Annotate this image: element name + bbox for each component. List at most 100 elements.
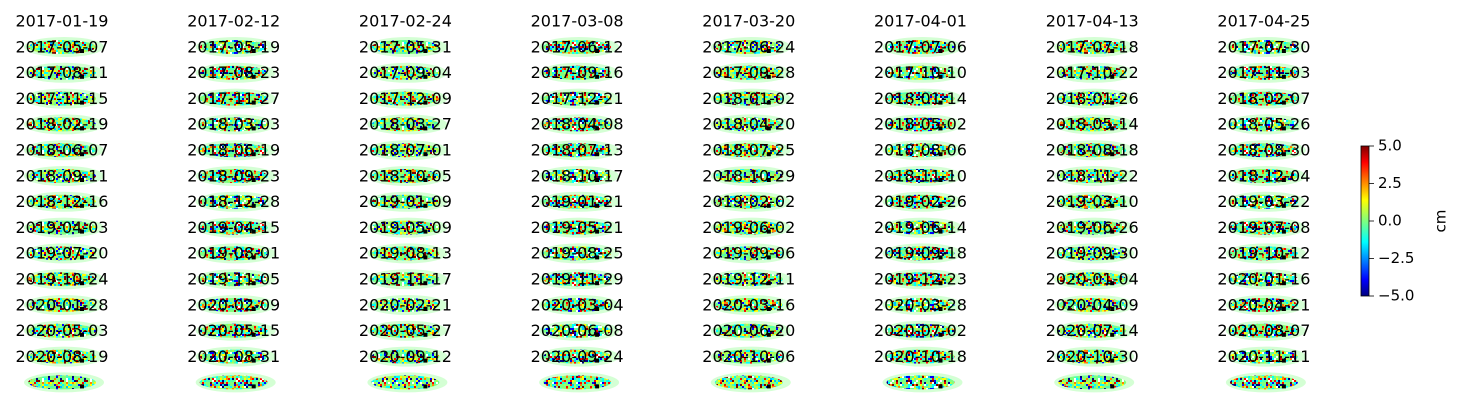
map-marker — [1281, 255, 1286, 260]
panel-title: 2020-08-31 — [187, 347, 280, 366]
map-marker — [938, 255, 943, 260]
map-marker — [595, 307, 600, 311]
map-image — [1229, 349, 1298, 364]
panel-title: 2018-06-07 — [16, 141, 109, 160]
map-marker — [251, 74, 256, 79]
panel-title: 2020-09-24 — [531, 347, 624, 366]
map-marker — [766, 358, 771, 363]
map-image — [371, 169, 440, 183]
colorbar-gradient — [1360, 145, 1370, 297]
map-image — [199, 143, 268, 158]
panel-title: 2020-10-18 — [874, 347, 967, 366]
map-image — [1058, 298, 1127, 312]
map-marker — [938, 203, 943, 208]
map-image — [371, 220, 440, 235]
map-image — [886, 375, 955, 390]
map-marker — [766, 281, 771, 286]
map-marker — [80, 100, 84, 105]
map-marker — [251, 203, 256, 208]
map-image — [1229, 298, 1298, 312]
panel-title: 2019-09-30 — [1046, 244, 1139, 263]
panel-title: 2018-12-16 — [16, 192, 109, 211]
map-image — [371, 375, 440, 390]
panel-title: 2019-03-22 — [1217, 192, 1310, 211]
map-image — [886, 246, 955, 261]
map-marker — [80, 152, 84, 157]
panel-title: 2019-08-01 — [187, 244, 280, 263]
panel-title: 2018-05-02 — [874, 115, 967, 134]
panel-title: 2018-12-28 — [187, 192, 280, 211]
map-marker — [595, 49, 600, 53]
map-marker — [1110, 203, 1115, 208]
panel-title: 2020-07-14 — [1046, 321, 1139, 340]
map-marker — [251, 49, 256, 53]
map-image — [371, 349, 440, 364]
map-marker — [766, 229, 771, 234]
map-marker — [423, 358, 428, 363]
map-image — [714, 169, 783, 183]
map-image — [199, 91, 268, 106]
map-image — [543, 40, 612, 54]
map-marker — [80, 74, 84, 79]
map-marker — [938, 358, 943, 363]
map-marker — [423, 49, 428, 53]
panel-title: 2018-08-06 — [874, 141, 967, 160]
panel-title: 2017-02-24 — [359, 12, 452, 31]
map-image — [714, 375, 783, 390]
panel-title: 2018-08-30 — [1217, 141, 1310, 160]
panel-title: 2020-05-15 — [187, 321, 280, 340]
map-marker — [938, 281, 943, 286]
map-image — [199, 40, 268, 54]
panel-title: 2020-11-11 — [1217, 347, 1310, 366]
panel-title: 2017-07-18 — [1046, 37, 1139, 56]
map-marker — [251, 358, 256, 363]
map-marker — [423, 100, 428, 105]
colorbar-tick-label: 2.5 — [1378, 174, 1402, 192]
map-image — [28, 246, 96, 261]
panel-title: 2018-05-14 — [1046, 115, 1139, 134]
panel-title: 2020-02-09 — [187, 295, 280, 314]
map-image — [371, 246, 440, 261]
panel-title: 2017-08-11 — [16, 63, 109, 82]
map-image — [371, 40, 440, 54]
map-image — [371, 65, 440, 80]
panel-title: 2018-10-17 — [531, 166, 624, 185]
map-marker — [80, 126, 84, 131]
map-marker — [1281, 178, 1286, 182]
map-marker — [423, 203, 428, 208]
map-marker — [80, 281, 84, 286]
map-marker — [1110, 332, 1115, 337]
map-image — [714, 220, 783, 235]
map-marker — [1110, 384, 1115, 389]
map-image — [28, 40, 96, 54]
panel-title: 2019-12-23 — [874, 270, 967, 289]
map-marker — [251, 178, 256, 182]
panel-title: 2020-06-08 — [531, 321, 624, 340]
map-marker — [1281, 358, 1286, 363]
map-image — [1229, 40, 1298, 54]
map-marker — [80, 255, 84, 260]
map-marker — [80, 229, 84, 234]
map-image — [1058, 323, 1127, 338]
panel-title: 2019-12-11 — [702, 270, 795, 289]
panel-title: 2019-01-09 — [359, 192, 452, 211]
map-image — [1058, 194, 1127, 209]
panel-title: 2019-09-18 — [874, 244, 967, 263]
map-image — [199, 194, 268, 209]
map-marker — [423, 74, 428, 79]
panel-title: 2020-05-27 — [359, 321, 452, 340]
map-marker — [1110, 229, 1115, 234]
map-marker — [1110, 307, 1115, 311]
map-image — [199, 169, 268, 183]
map-image — [543, 117, 612, 132]
map-image — [1058, 40, 1127, 54]
map-image — [714, 143, 783, 158]
map-marker — [595, 178, 600, 182]
panel-title: 2017-10-10 — [874, 63, 967, 82]
panel-title: 2019-02-26 — [874, 192, 967, 211]
map-image — [28, 65, 96, 80]
panel-title: 2020-08-19 — [16, 347, 109, 366]
map-marker — [1281, 74, 1286, 79]
panel-title: 2019-06-26 — [1046, 218, 1139, 237]
